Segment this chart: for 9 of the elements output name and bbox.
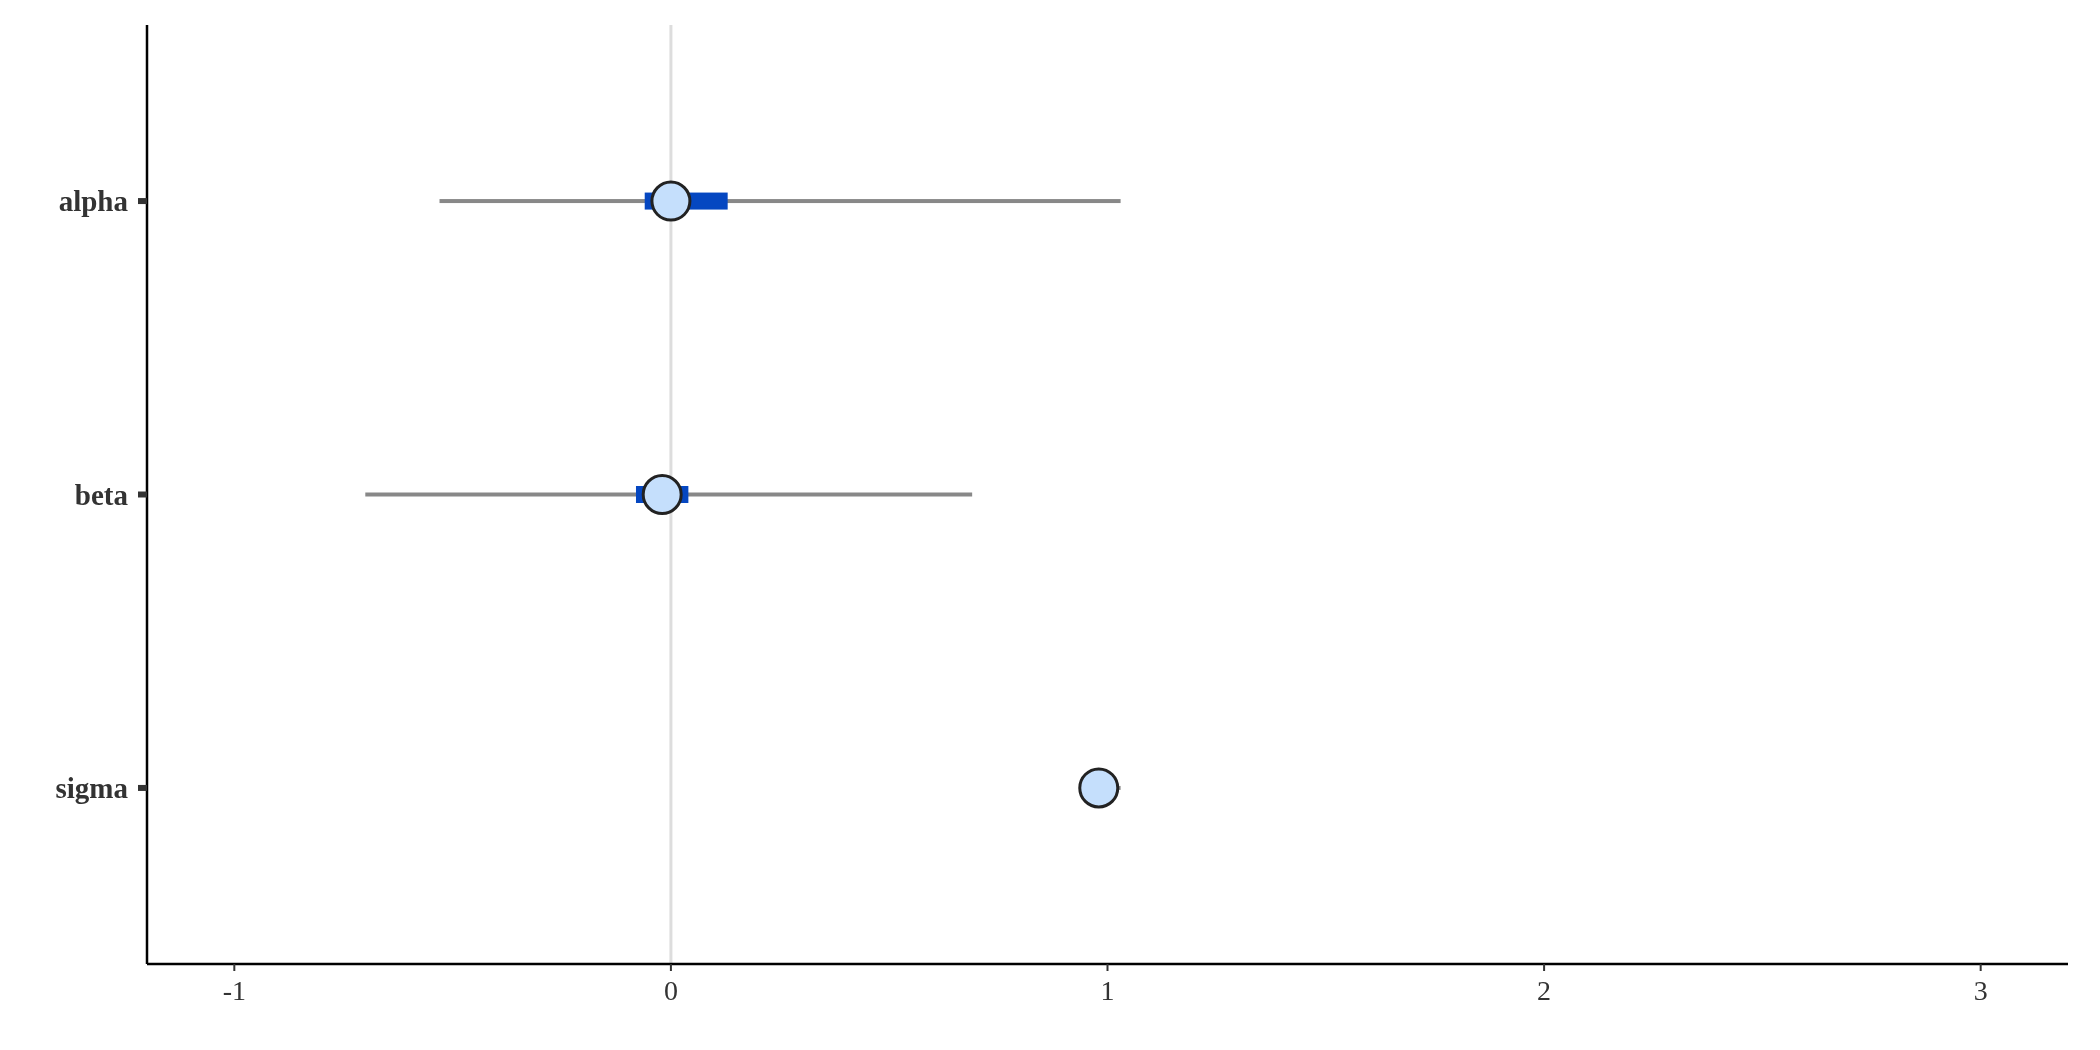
x-tick-label: 2 [1537,975,1552,1006]
x-tick-label: -1 [222,975,246,1006]
bar [365,492,973,497]
y-tick-label: beta [74,478,129,511]
x-tick-label: 3 [1973,975,1988,1006]
y-tick-label: sigma [55,771,129,804]
x-tick-label: 0 [663,975,678,1006]
y-tick-label: alpha [58,185,129,218]
x-tick-label: 1 [1100,975,1115,1006]
